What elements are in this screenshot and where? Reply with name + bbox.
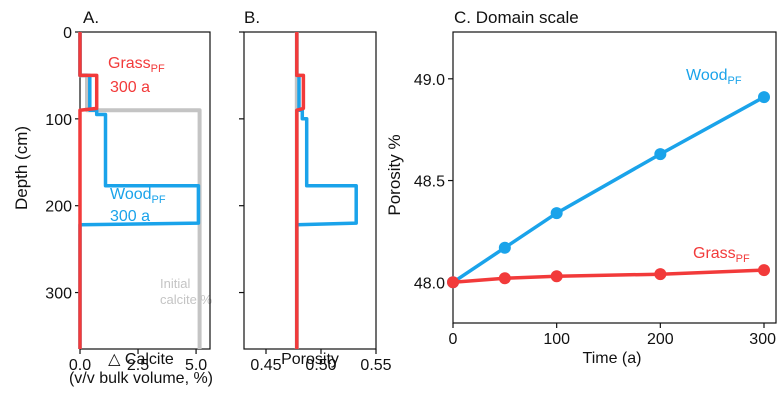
x-tick-label-2-3: 300 — [749, 331, 776, 348]
panel-1-frame — [243, 31, 377, 350]
x-tick-label-1-2: 0.55 — [360, 357, 391, 374]
grass-annotation-sub: PF — [151, 63, 165, 75]
panel-a-xlabel-line1: △ Calcite — [108, 351, 174, 368]
wood-legend-label: WoodPF — [686, 67, 742, 87]
initial-annotation-line1: Initial — [160, 276, 190, 291]
panel-c-title: C. Domain scale — [454, 8, 579, 27]
y-tick-label-2-2: 49.0 — [414, 72, 445, 89]
wood-data-point — [758, 91, 770, 104]
panel-c-xlabel: Time (a) — [583, 350, 642, 367]
x-tick-label-0-1: 2.5 — [127, 357, 149, 374]
wood-legend-main: Wood — [686, 67, 728, 84]
grass-legend-sub: PF — [736, 253, 750, 265]
wood-annotation-a-line2: 300 a — [110, 208, 150, 225]
y-tick-label-0-2: 200 — [45, 199, 72, 216]
x-tick-label-1-1: 0.50 — [305, 357, 336, 374]
panel-b: B. Porosity — [244, 8, 339, 368]
panel-a: A. Depth (cm) △ Calcite (v/v bulk volume… — [12, 8, 213, 387]
y-tick-label-2-1: 48.5 — [414, 174, 445, 191]
chart-marks: 0 100 200 300 0.0 2.5 5.0 0.45 0.50 0.55 48.0 48.5 4… — [45, 25, 777, 374]
grass-data-point — [447, 276, 459, 289]
panel-a-ylabel: Depth (cm) — [12, 126, 31, 210]
y-tick-label-0-1: 100 — [45, 112, 72, 129]
grass-data-point — [550, 270, 563, 283]
x-tick-label-0-2: 5.0 — [185, 357, 207, 374]
wood-annotation-a: WoodPF — [110, 186, 166, 206]
x-tick-label-2-0: 0 — [449, 331, 458, 348]
panel-c-ylabel: Porosity % — [385, 134, 404, 215]
grass-data-point — [498, 272, 511, 285]
grass-profile-line-0 — [78, 32, 99, 349]
wood-annotation-sub: PF — [152, 194, 166, 206]
panel-a-title: A. — [83, 8, 99, 27]
wood-annotation-main: Wood — [110, 186, 152, 203]
wood-data-point — [654, 148, 667, 161]
x-tick-label-0-0: 0.0 — [69, 357, 91, 374]
y-tick-label-0-3: 300 — [45, 286, 72, 303]
grass-profile-line-1 — [295, 32, 306, 349]
wood-profile-line-1 — [295, 32, 358, 349]
grass-data-point — [654, 268, 667, 281]
grass-legend-main: Grass — [693, 245, 736, 262]
x-tick-label-2-2: 200 — [647, 331, 674, 348]
panel-b-xlabel: Porosity — [281, 351, 339, 368]
y-tick-label-2-0: 48.0 — [414, 275, 445, 292]
grass-annotation-main: Grass — [108, 55, 151, 72]
grass-data-point — [758, 264, 770, 277]
wood-data-point — [550, 207, 563, 220]
x-tick-label-2-1: 100 — [543, 331, 570, 348]
panel-2-frame — [452, 31, 777, 324]
grass-annotation-a-line2: 300 a — [110, 79, 150, 96]
panel-b-title: B. — [244, 8, 260, 27]
initial-annotation-line2: calcite % — [160, 292, 212, 307]
wood-data-point — [498, 241, 511, 254]
x-tick-label-1-0: 0.45 — [250, 357, 281, 374]
panel-a-xlabel-line2: (v/v bulk volume, %) — [69, 370, 213, 387]
grass-annotation-a: GrassPF — [108, 55, 165, 75]
wood-legend-sub: PF — [728, 75, 742, 87]
y-tick-label-0-0: 0 — [63, 25, 72, 42]
panel-c: C. Domain scale Porosity % Time (a) Wood… — [385, 8, 750, 367]
grass-legend-label: GrassPF — [693, 245, 750, 265]
